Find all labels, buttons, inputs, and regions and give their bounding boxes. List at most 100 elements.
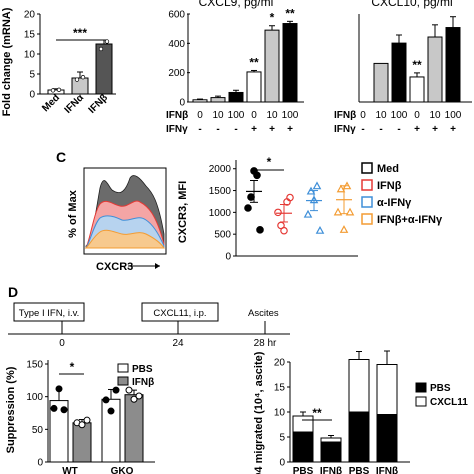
panel-b-row2-value: -	[379, 124, 382, 135]
timeline-label-2: CXCL11, i.p.	[153, 308, 206, 319]
suppression-bar	[124, 394, 144, 463]
panel-c-point	[312, 181, 322, 190]
panel-c-dots	[244, 167, 355, 235]
panel-c-point	[345, 207, 355, 216]
suppression-ylabel: Suppression (%)	[5, 366, 17, 453]
panel-c-point	[333, 207, 343, 216]
panel-a-xlabels: Med IFNα IFNβ	[40, 92, 110, 116]
panel-b-bar	[391, 42, 407, 103]
timeline-box-2	[141, 302, 219, 322]
migration-legend-pbs-swatch	[415, 382, 427, 393]
panel-a: Fold change (mRNA) 0 5 10 15 20 *** Med IFNα I…	[1, 7, 116, 116]
migration-bar-pbs	[348, 411, 370, 463]
panel-a-xlabel: IFNα	[63, 92, 87, 116]
suppression-point	[130, 395, 138, 403]
panel-b2-row2: - - - + + +	[361, 124, 456, 135]
suppression-point	[55, 385, 63, 393]
migration-legend-pbs: PBS	[430, 383, 451, 394]
panel-b-tick-label: 0	[179, 98, 185, 109]
panel-b-bar	[409, 76, 425, 103]
panel-b-row1-value: 0	[360, 110, 366, 121]
panel-b-row2-label: IFNγ	[166, 124, 188, 135]
panel-c-legend: Med IFNβ α-IFNγ IFNβ+α-IFNγ	[361, 162, 443, 226]
timeline-tick-0: 0	[59, 338, 65, 349]
panel-b-row1: 0 10 100 0 10 100	[197, 110, 299, 121]
panel-c-point	[244, 204, 252, 212]
panel-b-row2-value: +	[450, 124, 456, 135]
panel-b-row1-value: 10	[212, 110, 224, 121]
panel-c-tick-label: 2000	[209, 164, 232, 175]
panel-b-cxcl9-yticks: 0 200 400 600	[168, 10, 190, 109]
timeline-label-1: Type I IFN, i.v.	[19, 308, 80, 319]
panel-a-yticks: 0 5 10 15 20	[24, 10, 40, 101]
panel-b-row2-value: +	[287, 124, 293, 135]
suppression-legend-ifnb: IFNβ	[132, 377, 154, 388]
migration-legend: PBS CXCL11	[415, 382, 468, 408]
panel-a-point	[104, 39, 110, 44]
panel-c-tick-label: 0	[225, 252, 231, 263]
histogram-combo-trace	[84, 229, 165, 249]
suppression-point	[107, 407, 115, 415]
panel-b-row1-value: 100	[445, 110, 462, 121]
panel-a-tick-label: 20	[24, 10, 36, 21]
panel-b-bar	[246, 71, 262, 103]
panel-c-legend-label: IFNβ	[377, 180, 402, 192]
migration-tick-label: 5	[279, 433, 285, 444]
migration-xlabels: PBS IFNβ PBS IFNβ	[293, 466, 398, 474]
panel-a-bar	[71, 77, 89, 95]
panel-b-row2-value: -	[361, 124, 364, 135]
panel-b-bar	[264, 29, 280, 103]
panel-a-xlabel: IFNβ	[87, 92, 110, 115]
migration-xlabel: IFNβ	[376, 466, 398, 474]
panel-c-tick-label: 1000	[209, 208, 232, 219]
migration-xlabel: PBS	[293, 466, 314, 474]
panel-b-row2-value: +	[414, 124, 420, 135]
panel-b2-sig: **	[412, 58, 422, 72]
panel-b-row1-value: 100	[282, 110, 299, 121]
panel-d: D Type I IFN, i.v. CXCL11, i.p. Ascites …	[5, 284, 468, 474]
timeline-box-1	[13, 302, 85, 322]
panel-b-row1-value: 10	[429, 110, 441, 121]
panel-a-bar	[47, 89, 65, 95]
panel-b2-row1-label: IFNβ	[334, 110, 356, 121]
timeline-tick-24: 24	[172, 338, 184, 349]
panel-b-bar	[445, 27, 461, 103]
panel-b-bar	[228, 91, 244, 103]
panel-c-legend-label: IFNβ+α-IFNγ	[377, 214, 443, 226]
histogram-ylabel: % of Max	[67, 189, 79, 238]
migration-tick-label: 0	[279, 458, 285, 469]
migration-bar-pbs	[320, 441, 342, 463]
migration-tick-label: 10	[274, 408, 286, 419]
panel-c-point	[303, 209, 313, 218]
timeline-label-3: Ascites	[248, 308, 279, 319]
timeline-tick-28: 28 hr	[254, 338, 277, 349]
suppression-point	[125, 386, 133, 394]
panel-c-legend-label: α-IFNγ	[377, 197, 412, 209]
panel-b-row2-value: -	[198, 124, 201, 135]
migration-bars	[292, 350, 398, 463]
migration-legend-cxcl11-swatch	[415, 396, 427, 407]
panel-c-point	[286, 193, 294, 202]
panel-a-point	[74, 77, 80, 82]
panel-b-row1-value: 0	[414, 110, 420, 121]
migration-ylabel: CD4 migrated (10⁴, ascite)	[253, 351, 265, 474]
panel-a-sig: ***	[73, 26, 87, 40]
panel-c-point	[256, 226, 264, 234]
panel-c-sig: *	[267, 155, 272, 169]
panel-b-bar	[282, 23, 298, 103]
migration-bar-cxcl11	[348, 359, 370, 413]
suppression-legend: PBS IFNβ	[117, 363, 154, 388]
panel-c-legend-swatch	[361, 179, 373, 191]
panel-a-bars	[47, 39, 113, 95]
migration-sig: **	[312, 406, 322, 420]
suppression-point	[112, 386, 120, 394]
panel-c-point	[253, 171, 261, 180]
panel-b-bar	[210, 97, 226, 103]
panel-b-row1-value: 0	[251, 110, 257, 121]
panel-b-row2-value: +	[432, 124, 438, 135]
panel-b-sig: **	[249, 55, 259, 69]
panel-c-point	[274, 208, 282, 217]
panel-b-tick-label: 200	[168, 68, 185, 79]
